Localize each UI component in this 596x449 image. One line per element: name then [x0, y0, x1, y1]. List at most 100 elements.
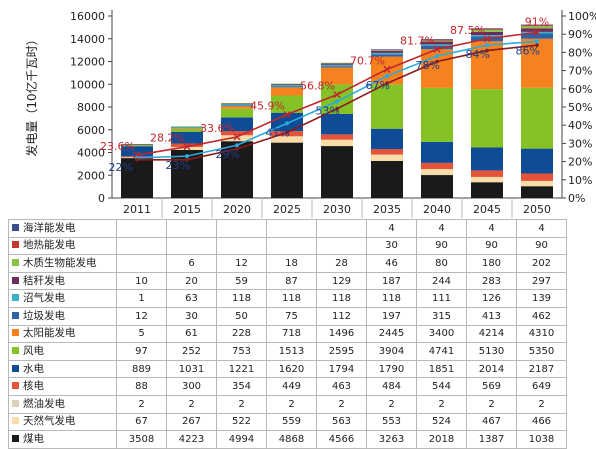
table-cell: 4 [466, 219, 517, 238]
data-table: 海洋能发电 4 4 4 4 地热能发电 30 90 90 90 木质生物能发电 6 12 18 28 46 80… [8, 219, 567, 449]
table-cell: 413 [466, 306, 517, 326]
x-tick-label: 2045 [473, 203, 501, 216]
legend-key [12, 346, 19, 354]
legend-key [12, 329, 19, 337]
row-label-cell: 海洋能发电 [8, 219, 117, 238]
percentage-label: 81.7% [400, 34, 435, 47]
table-cell: 4566 [316, 430, 367, 449]
bar-segment [371, 50, 403, 51]
line-marker [435, 59, 439, 64]
bar-segment [321, 139, 353, 147]
table-cell: 87 [266, 271, 317, 291]
row-label-cell: 天然气发电 [8, 412, 117, 432]
row-label: 垃圾发电 [23, 309, 65, 322]
table-cell: 462 [516, 306, 567, 326]
right-tick-label: 90% [568, 28, 592, 41]
table-row: 煤电 3508 4223 4994 4868 4566 3263 2018 1387 1038 [8, 430, 567, 449]
line-marker [135, 157, 139, 162]
table-cell: 112 [316, 306, 367, 326]
table-cell: 18 [266, 254, 317, 273]
table-cell: 6 [166, 254, 217, 273]
legend-key [12, 417, 19, 425]
table-cell: 718 [266, 324, 317, 344]
table-cell: 559 [266, 412, 317, 432]
bar-segment [321, 134, 353, 140]
bar-segment [171, 128, 203, 132]
row-label-cell: 水电 [8, 359, 117, 379]
row-label: 海洋能发电 [23, 221, 76, 234]
table-cell: 1387 [466, 430, 517, 449]
right-tick-label: 100% [568, 10, 596, 23]
table-cell: 2 [366, 394, 417, 414]
bar-segment [521, 28, 553, 32]
table-cell: 2 [516, 394, 567, 414]
table-cell: 467 [466, 412, 517, 432]
table-cell: 4741 [416, 342, 467, 361]
percentage-label: 84% [466, 48, 490, 61]
line-marker [335, 99, 339, 104]
table-cell: 524 [416, 412, 467, 432]
bar-segment [371, 160, 403, 198]
table-cell: 10 [116, 271, 167, 291]
table-cell: 1031 [166, 359, 217, 379]
table-row: 风电 97 252 753 1513 2595 3904 4741 5130 5350 [8, 342, 567, 361]
percentage-label: 45.9% [250, 99, 285, 112]
table-cell: 2 [116, 394, 167, 414]
bar-segment [421, 141, 453, 163]
bar-segment [521, 173, 553, 181]
bar-segment [321, 63, 353, 65]
bar-segment [171, 131, 203, 144]
bar-segment [171, 126, 203, 127]
bar-segment [421, 44, 453, 46]
table-cell: 50 [216, 306, 267, 326]
bar-segment [421, 175, 453, 198]
table-row: 水电 889 1031 1221 1620 1794 1790 1851 2014 2187 [8, 359, 567, 379]
line-marker [333, 91, 341, 99]
table-cell [116, 254, 167, 273]
right-tick-label: 0% [568, 192, 585, 205]
legend-key [12, 399, 19, 407]
table-cell: 46 [366, 254, 417, 273]
percentage-labels: 23.6% 28.2% 33.6% 45.9% 56.8% 70.7% 81.7% 87.5%… [100, 15, 549, 174]
bar-segment [221, 108, 253, 118]
left-tick-label: 10000 [70, 78, 105, 91]
line-marker [183, 143, 191, 151]
bar-segment [521, 33, 553, 39]
table-cell: 126 [466, 289, 517, 308]
bar-segment [371, 49, 403, 50]
x-tick-label: 2020 [223, 203, 251, 216]
table-cell: 67 [116, 412, 167, 432]
row-label-cell: 木质生物能发电 [8, 254, 117, 273]
bar-segment [171, 128, 203, 129]
bar-segment [521, 87, 553, 149]
table-row: 沼气发电 1 63 118 118 118 118 111 126 139 [8, 289, 567, 308]
bar-segment [371, 154, 403, 161]
left-tick-label: 8000 [77, 101, 105, 114]
bar-segment [521, 148, 553, 174]
x-tick-label: 2030 [323, 203, 351, 216]
bar-segment [371, 84, 403, 129]
legend-key [12, 258, 19, 266]
table-cell: 244 [416, 271, 467, 291]
right-tick-label: 80% [568, 46, 592, 59]
table-cell: 187 [366, 271, 417, 291]
table-cell: 12 [216, 254, 267, 273]
bar-segment [521, 25, 553, 27]
bar-segment [521, 26, 553, 29]
percentage-label: 86% [516, 44, 540, 57]
bar-segment [171, 127, 203, 128]
table-cell: 90 [516, 236, 567, 256]
bar-segment [421, 169, 453, 176]
table-cell [166, 236, 217, 256]
table-cell [166, 219, 217, 238]
table-row: 垃圾发电 12 30 50 75 112 197 315 413 462 [8, 306, 567, 326]
table-cell: 1496 [316, 324, 367, 344]
table-cell: 4 [416, 219, 467, 238]
x-tick-label: 2015 [173, 203, 201, 216]
table-cell: 59 [216, 271, 267, 291]
bar-segment [321, 146, 353, 198]
line-marker [485, 48, 489, 53]
row-label-cell: 垃圾发电 [8, 306, 117, 326]
line-marker [435, 54, 439, 59]
row-label: 秸秆发电 [23, 274, 65, 287]
